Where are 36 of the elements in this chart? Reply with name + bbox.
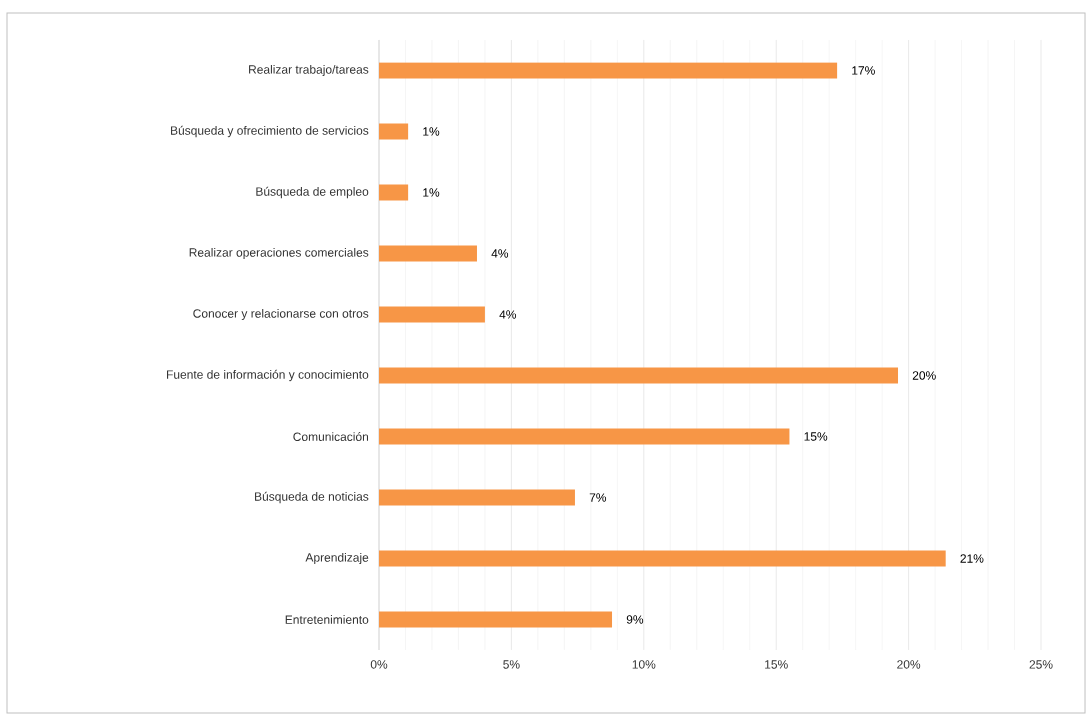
x-tick-label: 25% bbox=[1029, 660, 1053, 669]
data-label: 15% bbox=[804, 432, 828, 441]
bar bbox=[379, 550, 946, 567]
bar bbox=[379, 245, 477, 262]
x-tick-label: 15% bbox=[765, 660, 788, 669]
data-label: 17% bbox=[852, 66, 875, 75]
data-label: 7% bbox=[589, 493, 607, 502]
data-label: 1% bbox=[423, 127, 440, 136]
bar bbox=[379, 611, 613, 628]
y-tick-label: Aprendizaje bbox=[305, 552, 369, 565]
y-tick-label: Búsqueda y ofrecimiento de servicios bbox=[171, 125, 369, 138]
bar bbox=[379, 123, 409, 140]
data-label: 4% bbox=[499, 310, 517, 319]
x-tick-label: 10% bbox=[632, 660, 656, 669]
bar bbox=[379, 489, 575, 506]
y-tick-label: Fuente de información y conocimiento bbox=[167, 369, 369, 382]
bar bbox=[379, 184, 409, 201]
x-tick-label: 5% bbox=[503, 660, 520, 669]
data-label: 20% bbox=[912, 371, 936, 380]
data-label: 4% bbox=[491, 249, 509, 258]
bar bbox=[379, 367, 899, 384]
y-tick-label: Entretenimiento bbox=[285, 615, 369, 624]
y-tick-label: Realizar operaciones comerciales bbox=[189, 247, 369, 260]
data-label: 1% bbox=[423, 188, 440, 197]
data-label: 21% bbox=[960, 554, 984, 563]
bar bbox=[379, 62, 838, 79]
y-tick-label: Comunicación bbox=[293, 432, 369, 441]
y-tick-label: Búsqueda de noticias bbox=[255, 491, 369, 504]
bar bbox=[379, 428, 790, 445]
bar bbox=[379, 306, 485, 323]
data-label: 9% bbox=[626, 615, 644, 624]
y-tick-label: Conocer y relacionarse con otros bbox=[193, 308, 369, 321]
x-tick-label: 0% bbox=[370, 660, 388, 669]
y-tick-label: Realizar trabajo/tareas bbox=[249, 64, 369, 77]
x-tick-label: 20% bbox=[897, 660, 921, 669]
y-tick-label: Búsqueda de empleo bbox=[256, 186, 369, 199]
